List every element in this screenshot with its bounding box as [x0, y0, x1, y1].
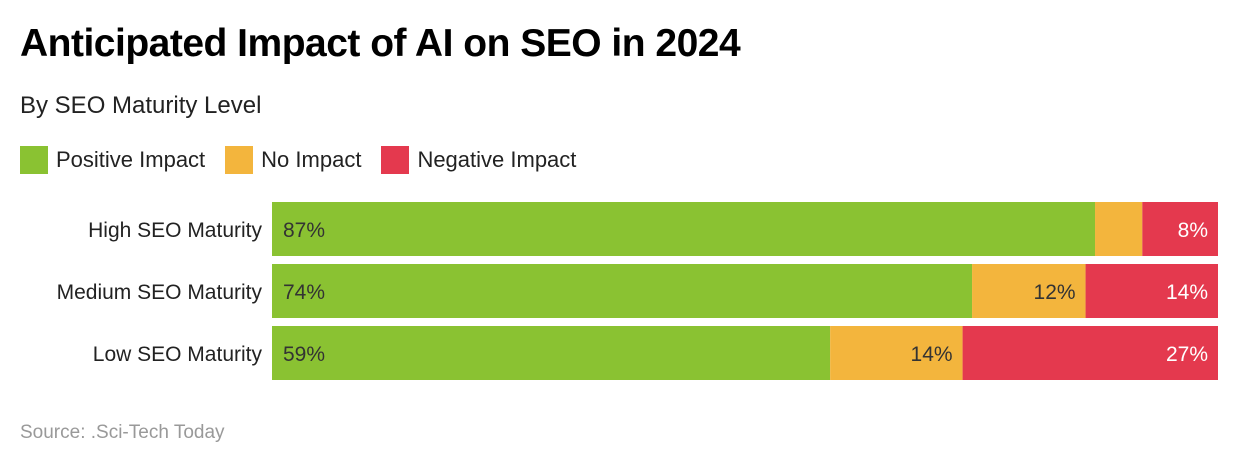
legend-label: Positive Impact — [56, 147, 206, 172]
legend-label: No Impact — [261, 147, 362, 172]
bar-segment — [272, 202, 1096, 256]
legend-item-no-impact: No Impact — [225, 146, 361, 174]
data-label: 87% — [283, 219, 325, 242]
chart-title: Anticipated Impact of AI on SEO in 2024 — [20, 22, 741, 65]
bar-segment — [1142, 202, 1218, 256]
category-label: Low SEO Maturity — [93, 343, 263, 366]
data-label: 14% — [911, 343, 953, 366]
source-note: Source: .Sci-Tech Today — [20, 422, 225, 443]
bar-segment — [962, 326, 1218, 380]
legend-item-negative: Negative Impact — [381, 146, 576, 174]
data-label: 74% — [283, 281, 325, 304]
legend-swatch — [381, 146, 410, 174]
chart-subtitle: By SEO Maturity Level — [20, 92, 262, 119]
bar-segment — [272, 326, 831, 380]
bar-segment — [1095, 202, 1143, 256]
legend-swatch — [20, 146, 48, 174]
legend-item-positive: Positive Impact — [20, 146, 205, 174]
data-label: 12% — [1034, 281, 1076, 304]
category-label: Medium SEO Maturity — [57, 281, 263, 304]
bar-segment — [1085, 264, 1218, 318]
data-label: 14% — [1166, 281, 1208, 304]
category-label: High SEO Maturity — [88, 219, 262, 242]
legend: Positive Impact No Impact Negative Impac… — [20, 146, 596, 174]
legend-label: Negative Impact — [417, 147, 577, 172]
bar-segment — [830, 326, 963, 380]
data-label: 59% — [283, 343, 325, 366]
data-label: 8% — [1178, 219, 1208, 242]
legend-swatch — [225, 146, 254, 174]
bar-segment — [972, 264, 1086, 318]
data-label: 27% — [1166, 343, 1208, 366]
bar-segment — [272, 264, 973, 318]
